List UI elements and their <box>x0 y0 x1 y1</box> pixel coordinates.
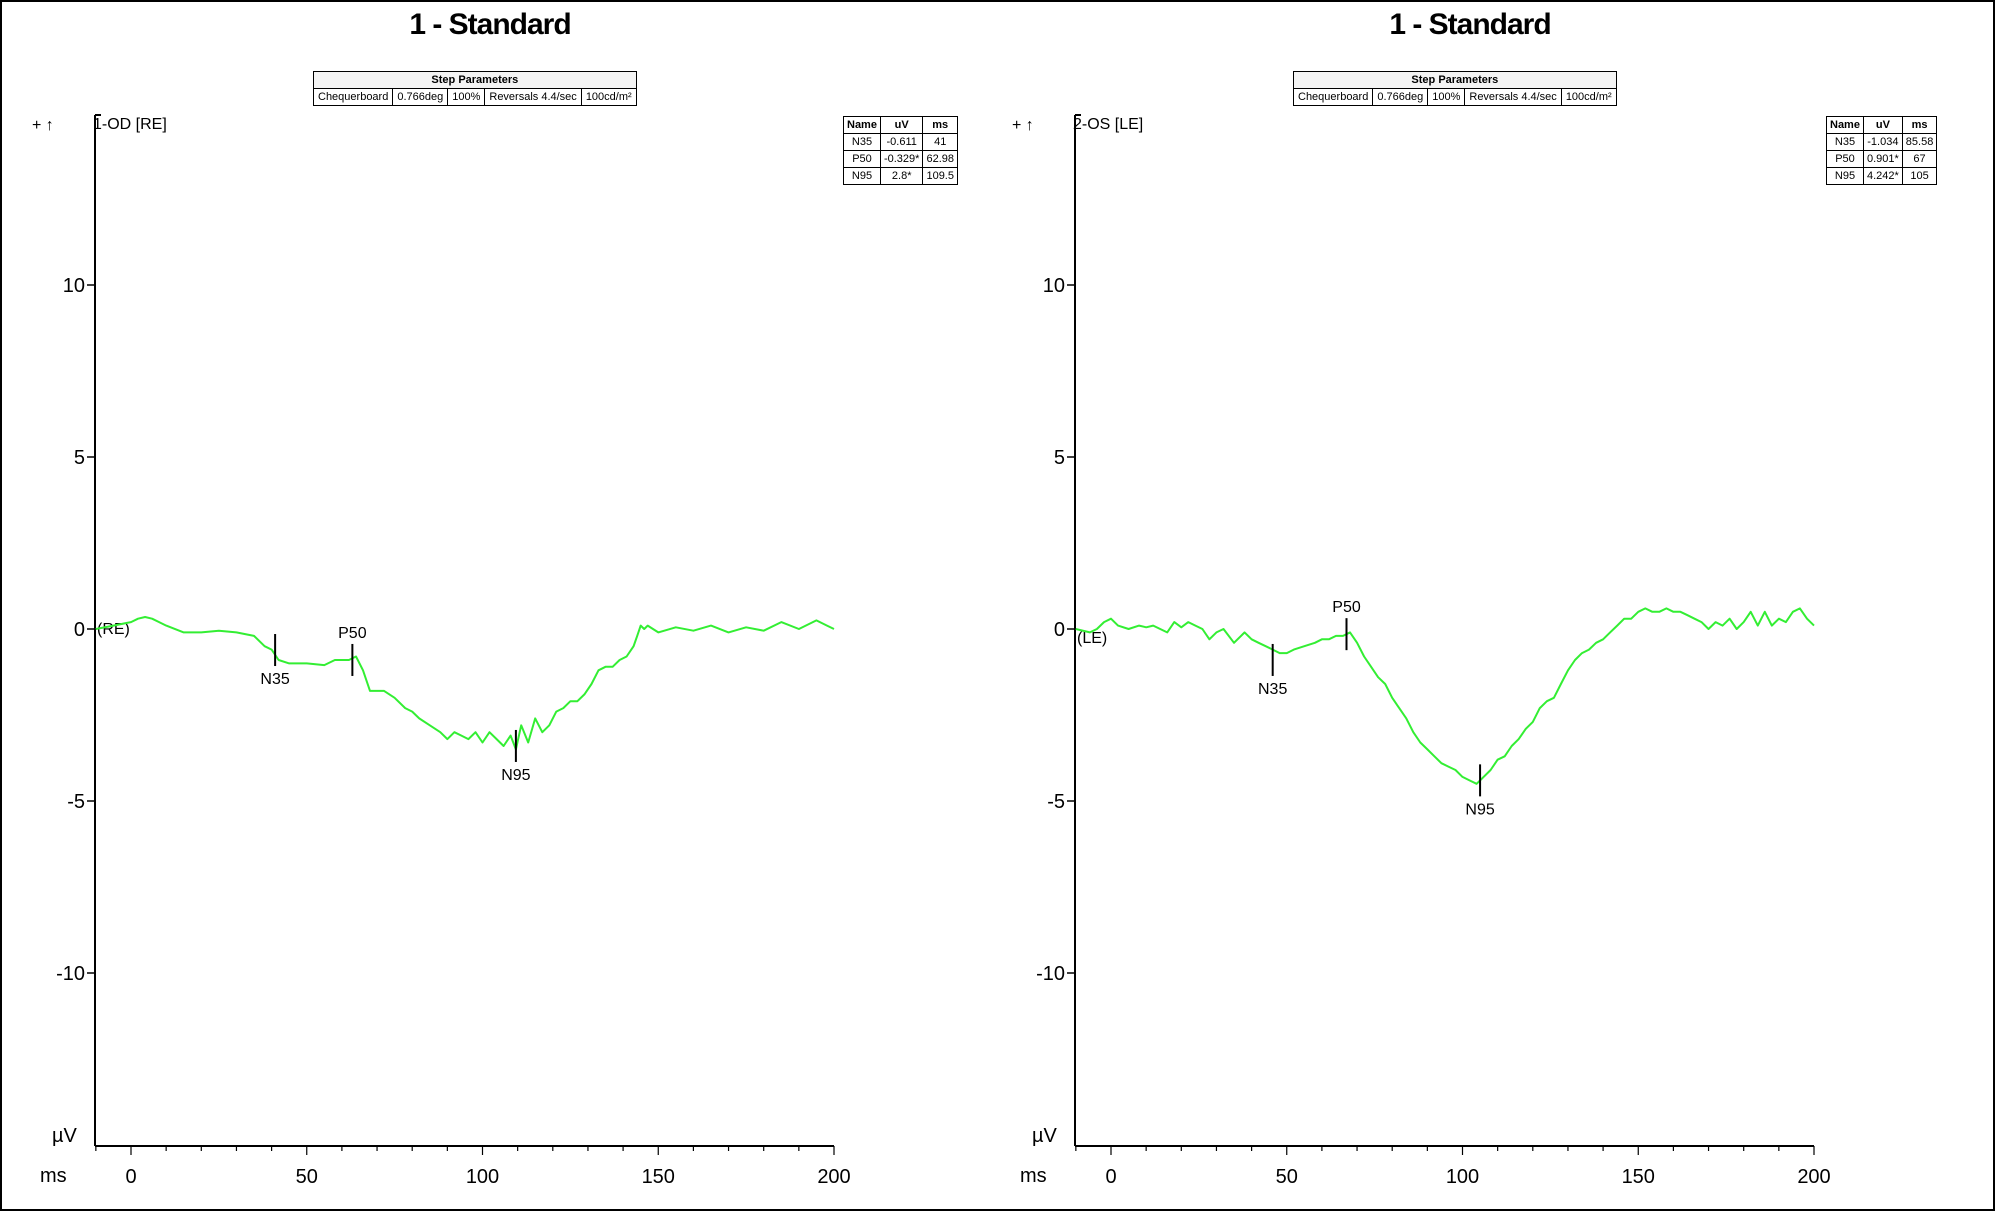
peak-name: N35 <box>843 133 881 151</box>
peak-label-n95: N95 <box>1465 801 1494 818</box>
luminance-cell: 100cd/m² <box>580 88 637 106</box>
peak-row-n95: N95 2.8* 109.5 <box>843 167 958 185</box>
x-tick-label: 0 <box>1105 1166 1116 1188</box>
vep-trace <box>1075 607 1815 785</box>
peak-name: N95 <box>843 167 881 185</box>
y-tick-label: 5 <box>74 447 85 469</box>
peak-ms: 105 <box>1901 167 1938 185</box>
peak-row-n35: N35 -1.034 85.58 <box>1826 133 1938 151</box>
channel-label: 2-OS [LE] <box>1073 116 1143 133</box>
x-tick-label: 0 <box>125 1166 136 1188</box>
stimulus-type-cell: Chequerboard <box>312 88 394 106</box>
check-size-cell: 0.766deg <box>392 88 449 106</box>
step-parameters-table: Step Parameters Chequerboard 0.766deg 10… <box>312 71 637 106</box>
peak-ms: 109.5 <box>922 167 958 185</box>
step-parameters-title: Step Parameters <box>313 71 637 89</box>
peak-label-p50: P50 <box>338 625 367 642</box>
peak-row-n95: N95 4.242* 105 <box>1826 167 1938 185</box>
x-tick-label: 100 <box>466 1166 499 1188</box>
peak-name: P50 <box>843 150 881 168</box>
peak-label-n35: N35 <box>1258 681 1287 698</box>
x-tick-label: 50 <box>1276 1166 1298 1188</box>
chart-title: 1 - Standard <box>409 8 571 41</box>
contrast-cell: 100% <box>1427 88 1466 106</box>
x-tick-label: 150 <box>642 1166 675 1188</box>
chart-panel-os: 1 - Standard Step Parameters Chequerboar… <box>980 0 1960 1211</box>
peak-row-p50: P50 -0.329* 62.98 <box>843 150 958 168</box>
peak-label-n35: N35 <box>260 671 289 688</box>
peak-row-n35: N35 -0.611 41 <box>843 133 958 151</box>
step-parameters-table: Step Parameters Chequerboard 0.766deg 10… <box>1292 71 1617 106</box>
baseline-label: (LE) <box>1077 630 1107 647</box>
peak-label-p50: P50 <box>1332 599 1361 616</box>
x-tick-label: 100 <box>1446 1166 1479 1188</box>
reversal-rate-cell: Reversals 4.4/sec <box>1464 88 1562 106</box>
x-tick-label: 200 <box>1797 1166 1830 1188</box>
x-tick-label: 200 <box>817 1166 850 1188</box>
luminance-cell: 100cd/m² <box>1560 88 1617 106</box>
step-parameters-title: Step Parameters <box>1293 71 1617 89</box>
y-axis-unit-label: µV <box>52 1125 78 1147</box>
y-tick-label: -5 <box>1047 791 1065 813</box>
y-tick-label: -10 <box>56 963 85 985</box>
peak-uv: 4.242* <box>1862 167 1903 185</box>
x-tick-label: 50 <box>296 1166 318 1188</box>
arrow-indicator: + ↑ <box>32 117 54 134</box>
y-tick-label: 10 <box>1043 275 1065 297</box>
peak-name: N95 <box>1826 167 1864 185</box>
y-tick-label: 0 <box>74 619 85 641</box>
peak-uv: -0.329* <box>879 150 924 168</box>
peak-uv: -1.034 <box>1862 133 1903 151</box>
y-tick-label: 5 <box>1054 447 1065 469</box>
peak-uv: 2.8* <box>879 167 924 185</box>
check-size-cell: 0.766deg <box>1372 88 1429 106</box>
x-axis-unit-label: ms <box>40 1165 67 1187</box>
peak-header-ms: ms <box>922 116 958 134</box>
vep-trace <box>95 616 835 751</box>
peak-label-n95: N95 <box>501 767 530 784</box>
stimulus-type-cell: Chequerboard <box>1292 88 1374 106</box>
y-tick-label: -10 <box>1036 963 1065 985</box>
peak-values-table: Name uV ms N35 -0.611 41 P50 -0.329* 62.… <box>843 116 958 185</box>
chart-title: 1 - Standard <box>1389 8 1551 41</box>
chart-panel-od: 1 - Standard Step Parameters Chequerboar… <box>0 0 980 1211</box>
x-axis-unit-label: ms <box>1020 1165 1047 1187</box>
channel-label: 1-OD [RE] <box>93 116 167 133</box>
y-tick-label: -5 <box>67 791 85 813</box>
arrow-indicator: + ↑ <box>1012 117 1034 134</box>
x-tick-label: 150 <box>1622 1166 1655 1188</box>
baseline-label: (RE) <box>97 621 130 638</box>
reversal-rate-cell: Reversals 4.4/sec <box>484 88 582 106</box>
peak-header-uv: uV <box>1862 116 1903 134</box>
y-tick-label: 0 <box>1054 619 1065 641</box>
y-axis-unit-label: µV <box>1032 1125 1058 1147</box>
peak-header-ms: ms <box>1901 116 1938 134</box>
y-tick-label: 10 <box>63 275 85 297</box>
peak-values-table: Name uV ms N35 -1.034 85.58 P50 0.901* 6… <box>1826 116 1938 185</box>
contrast-cell: 100% <box>447 88 486 106</box>
peak-row-p50: P50 0.901* 67 <box>1826 150 1938 168</box>
peak-ms: 85.58 <box>1901 133 1938 151</box>
